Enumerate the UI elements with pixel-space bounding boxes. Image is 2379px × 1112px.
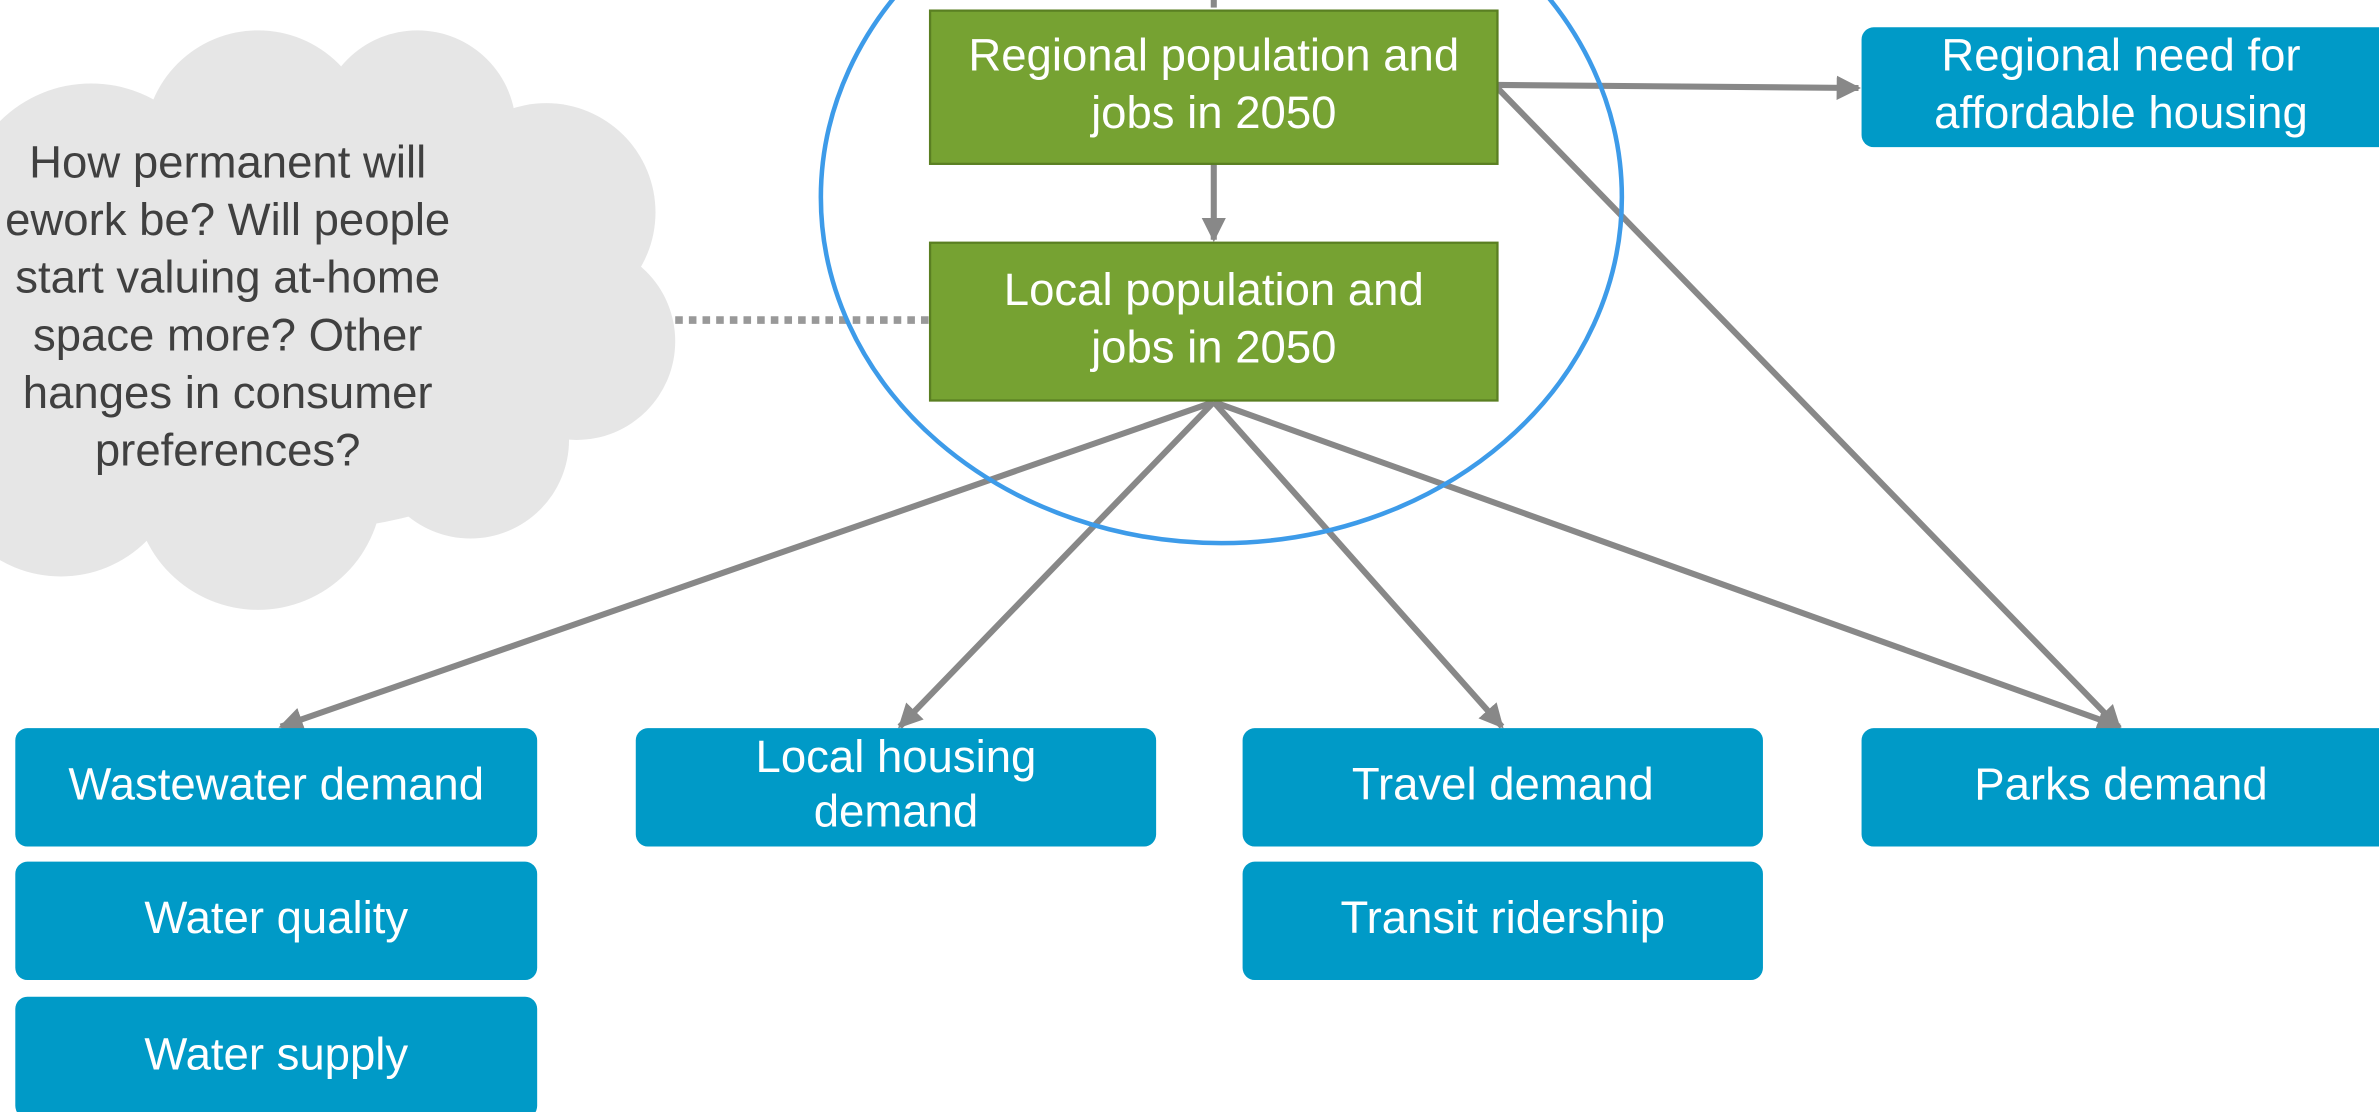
label: Wastewater demand xyxy=(68,758,484,809)
label: space more? Other xyxy=(33,309,422,360)
label: Regional need for xyxy=(1941,29,2300,80)
label: Local housing xyxy=(756,731,1037,782)
label: start valuing at-home xyxy=(15,252,440,303)
arrows xyxy=(278,75,2122,731)
label: Water quality xyxy=(144,892,408,943)
node-box xyxy=(15,996,538,1112)
label: Travel demand xyxy=(1352,758,1654,809)
label: preferences? xyxy=(95,425,361,476)
label: hanges in consumer xyxy=(23,367,433,418)
label: Transit ridership xyxy=(1341,892,1666,943)
node-box xyxy=(928,241,1499,402)
node-box xyxy=(15,728,538,847)
label: Local population and xyxy=(1004,264,1424,315)
label: Regional population and xyxy=(968,29,1459,80)
label: demand xyxy=(814,786,978,837)
node-box xyxy=(1861,27,2379,148)
node-box xyxy=(1242,728,1763,847)
label: jobs in 2050 xyxy=(1089,87,1336,138)
label: Water supply xyxy=(144,1028,408,1079)
node-box xyxy=(1242,861,1763,981)
node-box xyxy=(635,728,1157,847)
node-box xyxy=(1861,728,2379,847)
label: jobs in 2050 xyxy=(1089,321,1336,372)
cloud-shape xyxy=(0,30,676,610)
node-box xyxy=(15,861,538,981)
node-box xyxy=(928,9,1499,165)
label: Parks demand xyxy=(1974,758,2267,809)
label: affordable housing xyxy=(1934,87,2308,138)
focus-ellipse xyxy=(818,0,1625,546)
label: How permanent will xyxy=(29,136,426,187)
label: ework be? Will people xyxy=(5,194,450,245)
